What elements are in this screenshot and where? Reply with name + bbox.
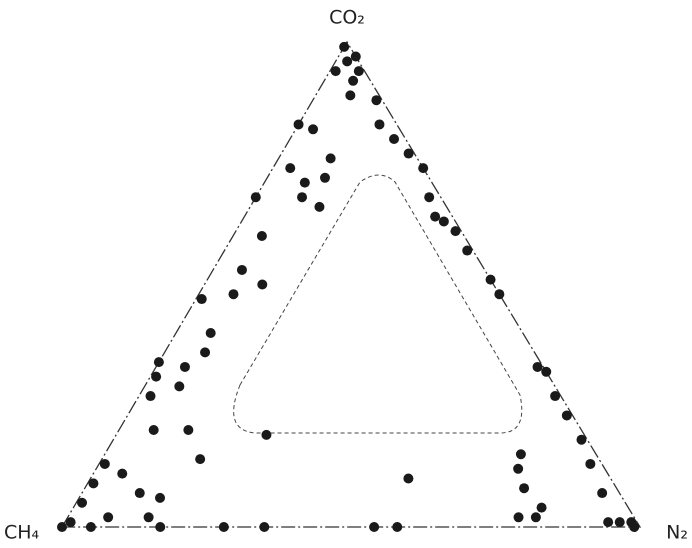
data-point [183,425,194,435]
data-point [174,381,185,392]
data-point [614,517,625,528]
data-point [195,454,206,465]
data-point [629,522,640,532]
data-point [65,517,76,528]
data-point [424,192,435,203]
triangle-frame [60,40,642,528]
data-point [342,56,353,67]
data-point [299,177,310,188]
data-point [369,522,380,532]
data-point [145,391,156,402]
data-point [597,488,608,499]
data-point [228,289,239,300]
data-point [200,347,211,358]
data-point [438,216,449,227]
data-point [205,328,216,338]
data-point [403,473,414,484]
vertex-label-co2: CO₂ [329,7,365,29]
data-point [371,95,382,106]
data-point [117,468,128,479]
data-point [103,512,114,523]
data-point [261,429,272,440]
data-point [330,66,341,77]
data-point [256,231,267,241]
data-point [513,512,524,523]
vertex-label-ch4: CH₄ [4,522,40,544]
dashed-region [233,174,523,434]
data-point [403,148,414,159]
data-point [374,119,385,130]
data-point [450,226,461,237]
data-point [148,425,159,435]
data-point [297,192,308,203]
data-point [536,502,547,513]
data-point [143,512,154,523]
vertex-label-n2: N₂ [666,522,688,544]
data-point [218,522,229,532]
data-point [151,371,162,382]
data-point [541,366,552,377]
data-point [134,488,145,499]
data-point [462,245,473,256]
data-point [155,492,166,503]
data-point [85,522,96,532]
data-point [576,434,587,445]
data-point [532,361,543,372]
data-point [257,279,268,290]
data-point [155,522,166,532]
data-point [515,449,526,460]
data-point [353,66,364,77]
data-point [418,163,429,174]
data-point [314,201,325,212]
data-point [57,522,67,532]
data-point [494,289,505,300]
data-point [99,458,110,469]
data-point [153,357,164,368]
data-point [348,75,359,86]
data-point [339,41,350,52]
data-point [519,483,530,494]
data-point [585,458,596,469]
data-point [285,163,296,174]
data-point [530,512,541,523]
data-point [325,153,336,164]
data-point [259,522,270,532]
data-point [196,294,207,305]
data-point [485,274,496,285]
data-point [88,478,99,489]
data-point [345,90,356,101]
data-point [350,51,361,62]
data-point [77,497,88,508]
data-point [250,192,261,203]
data-point [308,124,319,135]
data-point [513,463,524,474]
data-point [293,119,304,130]
data-point [320,172,330,183]
data-point [236,264,247,275]
data-point [179,361,190,372]
data-point [389,134,400,144]
data-point [561,410,572,421]
data-point [392,522,403,532]
data-point [603,517,614,528]
data-point [550,391,561,402]
data-point [430,211,441,222]
